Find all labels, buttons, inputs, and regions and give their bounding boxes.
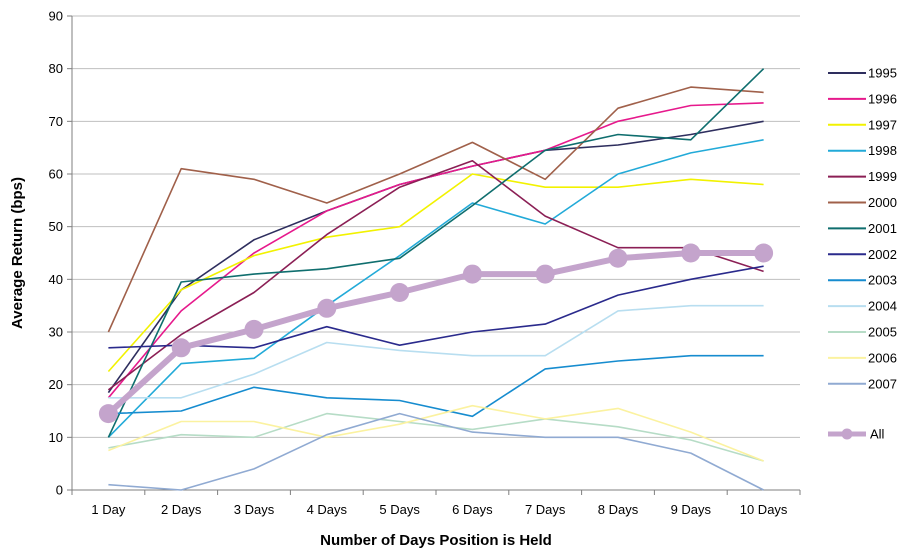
y-tick-label: 40	[49, 272, 63, 287]
legend-label-2006: 2006	[868, 350, 897, 365]
y-tick-label: 70	[49, 114, 63, 129]
x-tick-label: 8 Days	[598, 502, 639, 517]
legend: 1995 1996 1997 1998 1999 2000 2001 2002 2003 2004…	[828, 66, 897, 442]
y-tick-label: 0	[56, 483, 63, 498]
x-tick-label: 7 Days	[525, 502, 566, 517]
y-tick-label: 90	[49, 9, 63, 24]
data-point-all	[171, 338, 191, 358]
data-point-all	[535, 264, 555, 284]
legend-label-2007: 2007	[868, 376, 897, 391]
legend-marker-all	[841, 428, 853, 440]
data-point-all	[681, 243, 701, 263]
data-point-all	[608, 248, 628, 268]
series-line-2004	[108, 304, 764, 399]
x-axis-title: Number of Days Position is Held	[320, 532, 552, 549]
legend-label-2001: 2001	[868, 221, 897, 236]
grid-layer	[72, 15, 800, 438]
series-line-1999	[107, 160, 764, 391]
y-tick-label: 10	[49, 430, 63, 445]
series-line-all	[105, 250, 767, 417]
series-line-2000	[107, 86, 764, 333]
y-tick-label: 60	[49, 167, 63, 182]
legend-label-1999: 1999	[868, 169, 897, 184]
y-tick-label: 50	[49, 219, 63, 234]
series-line-2007	[108, 412, 764, 491]
y-axis-title: Average Return (bps)	[9, 177, 26, 329]
series-line-1997	[107, 173, 764, 373]
series-line-2005	[108, 412, 764, 462]
legend-label-2003: 2003	[868, 273, 897, 288]
x-tick-label: 3 Days	[234, 502, 275, 517]
series-line-1998	[107, 139, 764, 438]
x-tick-label: 1 Day	[91, 502, 125, 517]
legend-label-1995: 1995	[868, 66, 897, 81]
data-point-all	[98, 404, 118, 424]
series-line-1996	[107, 102, 764, 399]
series-line-2006	[108, 404, 764, 462]
x-tick-label: 6 Days	[452, 502, 493, 517]
x-tick-label: 4 Days	[307, 502, 348, 517]
legend-label-1998: 1998	[868, 143, 897, 158]
legend-label-2004: 2004	[868, 299, 897, 314]
data-point-all	[462, 264, 482, 284]
data-point-all	[244, 319, 264, 339]
legend-label-1996: 1996	[868, 91, 897, 106]
series-line-2002	[108, 265, 764, 349]
legend-label-2000: 2000	[868, 195, 897, 210]
legend-label-2005: 2005	[868, 325, 897, 340]
legend-label-2002: 2002	[868, 247, 897, 262]
series-line-2003	[108, 354, 764, 418]
y-tick-label: 80	[49, 61, 63, 76]
legend-label-1997: 1997	[868, 117, 897, 132]
x-tick-label: 5 Days	[379, 502, 420, 517]
y-tick-label: 30	[49, 325, 63, 340]
data-point-all	[317, 298, 337, 318]
series-layer	[98, 68, 774, 491]
x-tick-label: 2 Days	[161, 502, 202, 517]
legend-label-all: All	[870, 427, 885, 442]
series-line-2001	[107, 68, 765, 438]
x-tick-label: 9 Days	[671, 502, 712, 517]
x-tick-label: 10 Days	[740, 502, 788, 517]
data-point-all	[390, 283, 410, 302]
y-tick-label: 20	[49, 377, 63, 392]
data-point-all	[754, 243, 774, 263]
axis-layer: 0 10 20 30 40 50 60 70 80 90 1 Day 2 Days 3 Days 4 Da…	[49, 9, 801, 517]
